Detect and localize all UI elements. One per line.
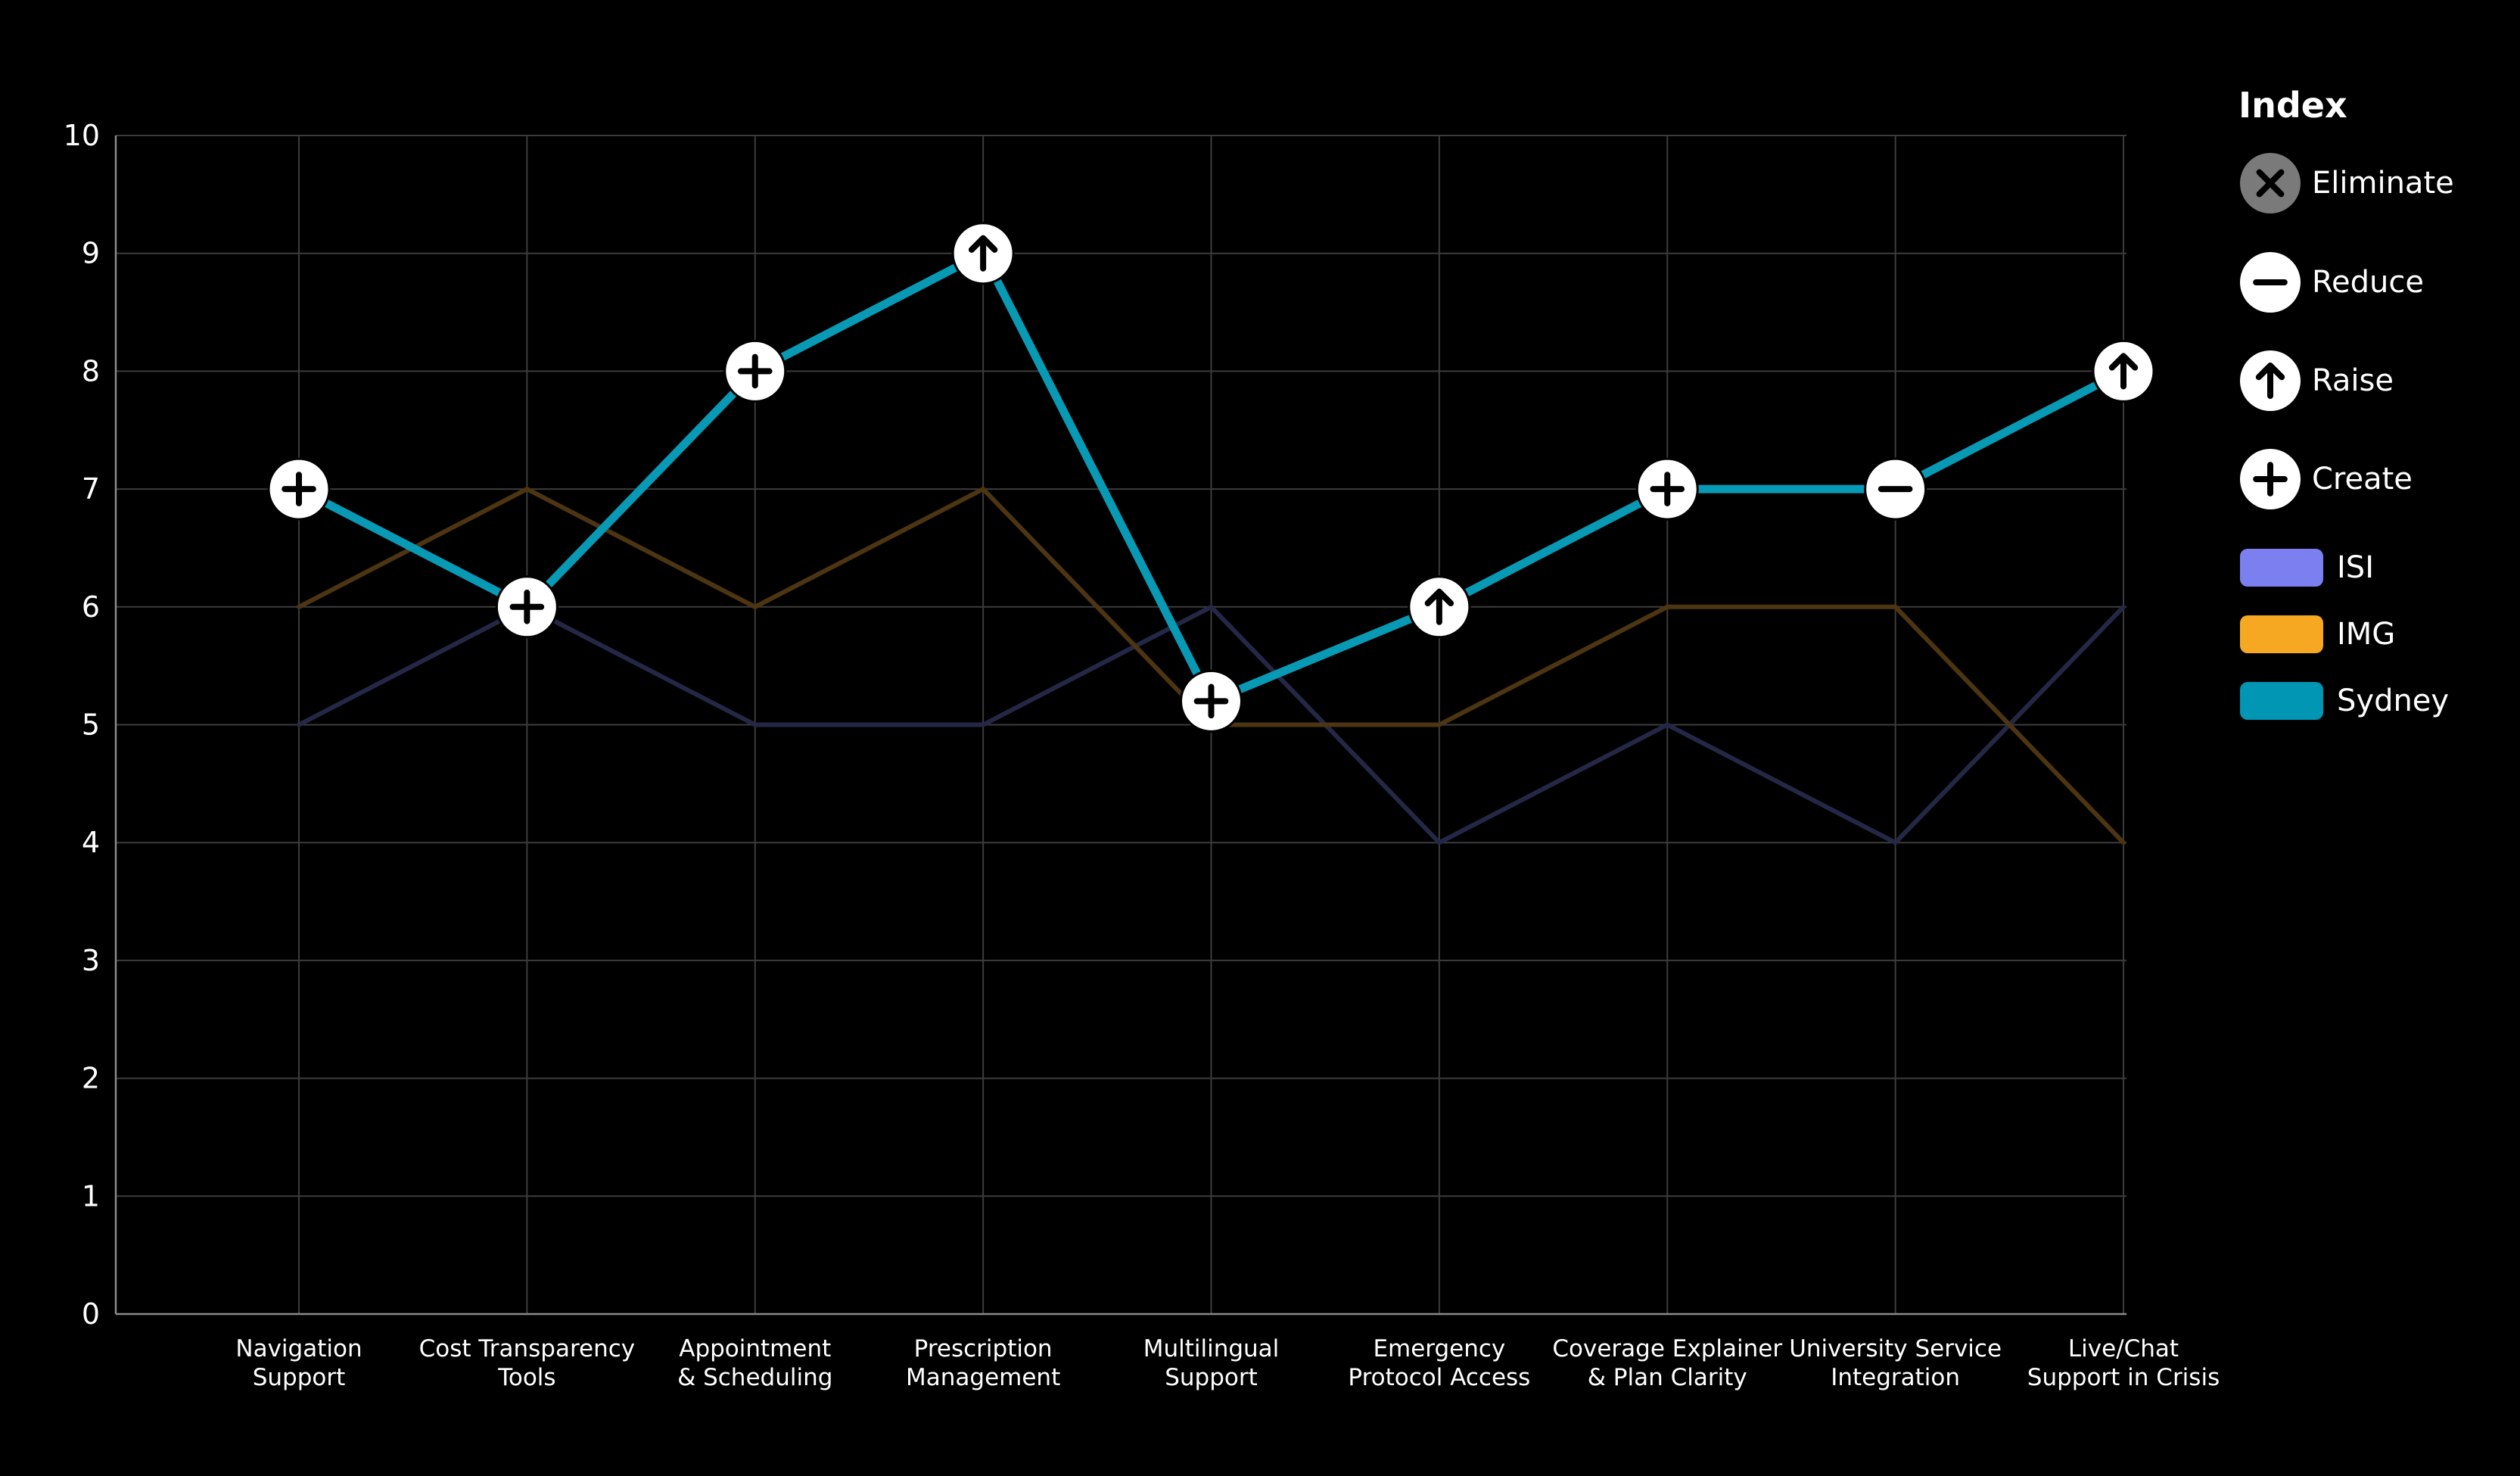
x-tick-label-line: Coverage Explainer: [1552, 1335, 1782, 1362]
y-tick-label: 7: [82, 472, 100, 506]
legend-series-img: IMG: [2240, 615, 2395, 653]
legend-label: ISI: [2337, 550, 2374, 585]
plus-glyph: [1193, 684, 1229, 719]
x-tick-label: Live/Chat Support in Crisis: [2027, 1335, 2220, 1391]
x-tick-label-line: Integration: [1831, 1364, 1960, 1391]
y-tick-label: 4: [82, 826, 100, 859]
plus-glyph: [1650, 472, 1685, 506]
arrow-up-glyph: [2255, 363, 2285, 399]
y-tick-label: 10: [64, 119, 100, 152]
grid: [116, 135, 2126, 1314]
legend-title: Index: [2238, 85, 2347, 126]
arrow-up-glyph: [2108, 353, 2139, 390]
marker-plus-icon: [1635, 457, 1699, 521]
y-tick-label: 3: [82, 944, 100, 977]
plus-glyph: [2253, 462, 2288, 497]
y-tick-label: 9: [82, 237, 100, 270]
series-line-isi: [297, 604, 2126, 845]
x-tick-label-line: Support: [1165, 1364, 1258, 1391]
x-tick-label: Emergency Protocol Access: [1348, 1335, 1530, 1391]
plus-icon: [2240, 449, 2301, 509]
arrow-up-glyph: [968, 235, 998, 272]
y-tick-label: 2: [82, 1062, 100, 1095]
marker-arrow-up-icon: [2092, 339, 2155, 403]
legend-label: Create: [2312, 462, 2413, 497]
x-tick-label-line: Prescription: [914, 1335, 1053, 1362]
legend-label: Reduce: [2312, 265, 2424, 300]
y-tick-label: 8: [82, 354, 100, 388]
axes: [114, 135, 2126, 1316]
x-tick-label-line: Tools: [497, 1364, 555, 1391]
x-tick-label-line: Multilingual: [1143, 1335, 1280, 1362]
x-tick-label: Navigation Support: [235, 1335, 362, 1391]
legend-swatch: [2240, 549, 2323, 587]
plus-glyph: [509, 590, 545, 624]
marker-plus-icon: [495, 575, 558, 639]
arrow-up-icon: [2240, 350, 2301, 411]
x-tick-label-line: & Scheduling: [677, 1364, 832, 1391]
x-tick-label-line: Live/Chat: [2068, 1335, 2179, 1362]
close-icon: [2240, 153, 2301, 213]
legend-item-reduce: Reduce: [2240, 252, 2424, 313]
legend-label: Eliminate: [2312, 166, 2454, 201]
plus-glyph: [737, 353, 773, 389]
x-tick-label: Coverage Explainer & Plan Clarity: [1552, 1335, 1782, 1391]
marker-arrow-up-icon: [1408, 575, 1471, 639]
x-tick-label: Multilingual Support: [1143, 1335, 1280, 1391]
series-markers: [267, 222, 2155, 733]
minus-icon: [2240, 252, 2301, 313]
close-glyph: [2256, 169, 2285, 198]
marker-minus-icon: [1864, 457, 1927, 521]
x-tick-label-line: Navigation: [235, 1335, 362, 1362]
x-tick-label-line: Support: [253, 1364, 346, 1391]
marker-arrow-up-icon: [951, 222, 1015, 285]
x-tick-label: Appointment & Scheduling: [677, 1335, 832, 1391]
legend-label: Raise: [2312, 363, 2394, 398]
marker-plus-icon: [1180, 669, 1243, 733]
legend-item-create: Create: [2240, 449, 2413, 509]
x-tick-label-line: & Plan Clarity: [1588, 1364, 1747, 1391]
y-tick-label: 1: [82, 1179, 100, 1213]
x-tick-label-line: Appointment: [679, 1335, 831, 1362]
legend-swatch: [2240, 682, 2323, 720]
legend-item-eliminate: Eliminate: [2240, 153, 2454, 213]
arrow-up-glyph: [1424, 588, 1454, 625]
x-tick-label-line: Management: [906, 1364, 1060, 1391]
x-tick-label-line: Support in Crisis: [2027, 1364, 2220, 1391]
plus-glyph: [282, 472, 316, 506]
legend-series-isi: ISI: [2240, 549, 2374, 587]
y-tick-label: 5: [82, 708, 100, 742]
legend-label: IMG: [2337, 617, 2395, 652]
x-tick-label-line: University Service: [1789, 1335, 2002, 1362]
legend-swatch: [2240, 615, 2323, 653]
y-tick-label: 6: [82, 590, 100, 624]
marker-plus-icon: [723, 339, 787, 403]
x-tick-label: Prescription Management: [906, 1335, 1060, 1391]
x-tick-label-line: Protocol Access: [1348, 1364, 1530, 1391]
x-tick-label: Cost Transparency Tools: [419, 1335, 636, 1391]
y-axis-ticks: 0 1 2 3 4 5 6 7 8 9 10: [64, 119, 100, 1331]
marker-plus-icon: [267, 457, 331, 521]
legend-item-raise: Raise: [2240, 350, 2394, 411]
x-tick-label-line: Cost Transparency: [419, 1335, 636, 1362]
legend-label: Sydney: [2337, 684, 2449, 718]
legend-series-sydney: Sydney: [2240, 682, 2449, 720]
x-tick-label-line: Emergency: [1373, 1335, 1505, 1362]
legend: Index Eliminate Reduce Raise Create ISI IMG Syd…: [2238, 85, 2454, 720]
x-tick-label: University Service Integration: [1789, 1335, 2002, 1391]
y-tick-label: 0: [82, 1297, 100, 1331]
